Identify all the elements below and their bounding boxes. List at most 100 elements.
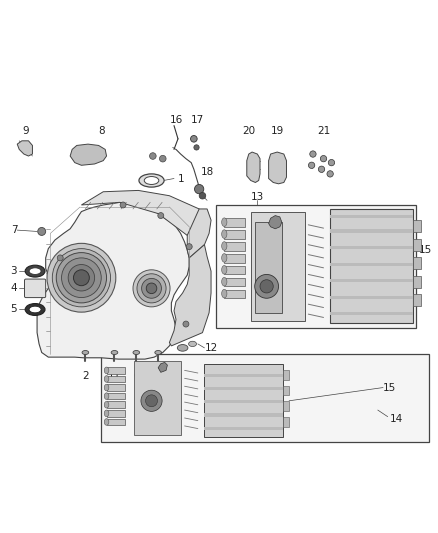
Circle shape [145, 395, 158, 407]
Ellipse shape [29, 268, 41, 274]
Circle shape [327, 171, 333, 177]
Circle shape [255, 274, 279, 298]
Circle shape [68, 264, 95, 291]
Circle shape [158, 213, 164, 219]
Circle shape [159, 155, 166, 162]
Bar [224, 278, 245, 286]
Polygon shape [70, 144, 106, 165]
Circle shape [308, 162, 315, 168]
Bar [283, 401, 289, 411]
Bar [106, 384, 125, 391]
Circle shape [320, 156, 327, 162]
Circle shape [194, 184, 204, 193]
Bar [283, 417, 289, 427]
Bar [224, 266, 245, 274]
Bar [134, 361, 180, 435]
Ellipse shape [29, 306, 41, 313]
Text: 15: 15 [419, 245, 432, 255]
Bar [205, 374, 283, 377]
Bar [106, 367, 125, 374]
Bar [330, 209, 413, 322]
Circle shape [146, 283, 157, 294]
Ellipse shape [25, 304, 45, 316]
Circle shape [194, 145, 199, 150]
Bar [205, 400, 283, 403]
Ellipse shape [133, 351, 140, 354]
Circle shape [137, 274, 166, 303]
Circle shape [133, 270, 170, 307]
Circle shape [38, 228, 46, 236]
Bar [106, 393, 125, 399]
Text: 6: 6 [133, 370, 140, 381]
Bar [224, 289, 245, 298]
Bar [106, 401, 125, 408]
Text: 18: 18 [201, 167, 214, 177]
Bar [205, 414, 283, 417]
Ellipse shape [139, 174, 164, 187]
Bar [330, 296, 413, 299]
Bar [224, 218, 245, 227]
Ellipse shape [82, 351, 88, 354]
Polygon shape [268, 215, 282, 229]
Bar [224, 242, 245, 251]
Bar [330, 279, 413, 282]
Bar [255, 222, 282, 313]
Ellipse shape [155, 351, 162, 354]
Text: 4: 4 [11, 284, 17, 293]
Circle shape [260, 280, 273, 293]
Text: 21: 21 [317, 126, 330, 136]
Ellipse shape [144, 176, 159, 184]
Text: 15: 15 [383, 383, 396, 393]
Text: 12: 12 [205, 343, 218, 353]
Bar [283, 385, 289, 395]
Circle shape [310, 151, 316, 157]
Ellipse shape [104, 393, 109, 399]
Ellipse shape [25, 265, 45, 277]
Bar [224, 254, 245, 263]
Bar [413, 239, 421, 251]
Ellipse shape [222, 218, 227, 227]
Text: 2: 2 [82, 370, 88, 381]
Circle shape [186, 244, 192, 249]
Bar [106, 410, 125, 417]
Text: 17: 17 [191, 115, 205, 125]
Circle shape [120, 202, 126, 208]
Text: 3: 3 [11, 266, 17, 276]
Text: 5: 5 [11, 304, 17, 314]
FancyBboxPatch shape [25, 279, 46, 297]
Ellipse shape [222, 254, 227, 262]
Circle shape [141, 278, 162, 298]
Text: 13: 13 [251, 192, 264, 202]
Circle shape [149, 153, 156, 159]
Circle shape [57, 255, 63, 261]
Polygon shape [37, 203, 189, 359]
Polygon shape [268, 152, 286, 184]
Ellipse shape [222, 230, 227, 238]
Circle shape [191, 135, 197, 142]
Bar [413, 257, 421, 269]
Ellipse shape [222, 289, 227, 298]
Ellipse shape [104, 418, 109, 425]
Polygon shape [81, 190, 205, 236]
Bar [283, 370, 289, 379]
Text: 16: 16 [170, 115, 183, 125]
Polygon shape [158, 362, 167, 373]
Ellipse shape [222, 241, 227, 251]
Ellipse shape [222, 265, 227, 274]
Text: 7: 7 [11, 225, 17, 235]
Circle shape [183, 321, 189, 327]
Text: 11: 11 [108, 370, 121, 381]
Ellipse shape [104, 401, 109, 408]
Bar [106, 376, 125, 382]
Circle shape [62, 258, 101, 297]
Bar [413, 220, 421, 232]
Ellipse shape [189, 341, 197, 346]
Circle shape [328, 159, 335, 166]
Polygon shape [187, 209, 211, 258]
Bar [205, 364, 283, 437]
Circle shape [74, 270, 89, 286]
Text: 8: 8 [98, 126, 105, 136]
Polygon shape [247, 152, 260, 182]
Ellipse shape [104, 376, 109, 382]
Bar [330, 215, 413, 218]
